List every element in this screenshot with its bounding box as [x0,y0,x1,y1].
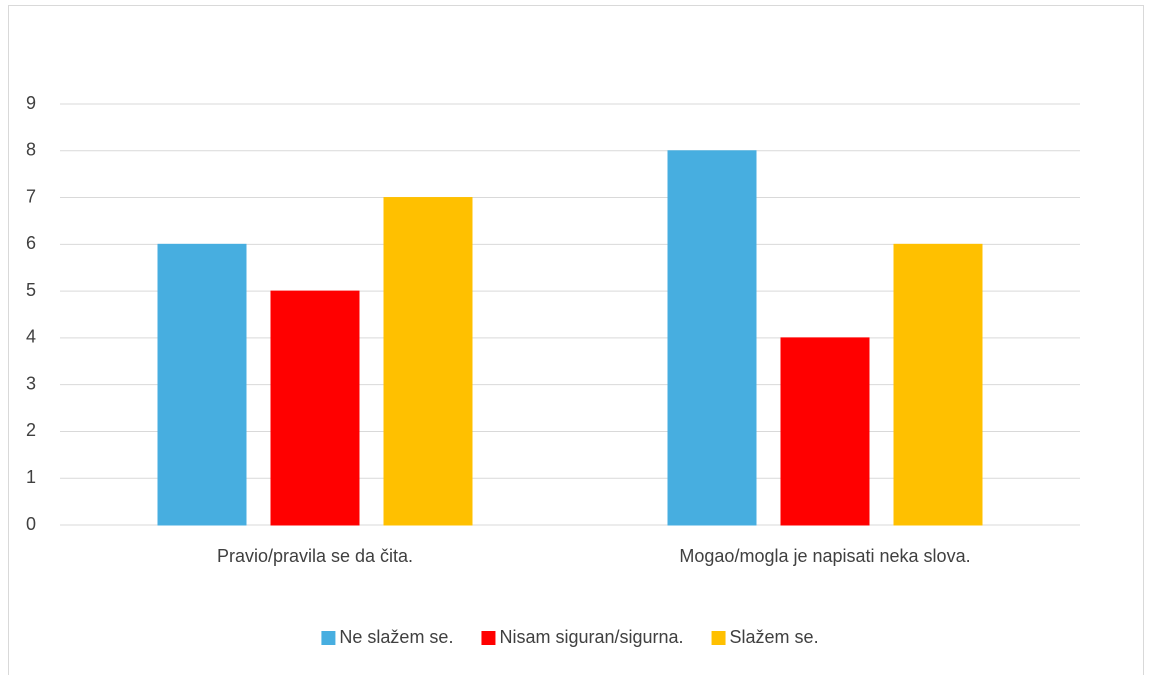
bar [667,150,757,526]
x-tick-label: Mogao/mogla je napisati neka slova. [679,546,970,566]
y-tick-label: 5 [26,280,36,300]
y-tick-label: 6 [26,233,36,253]
chart-frame [8,5,1144,675]
legend-swatch [711,631,726,645]
y-tick-label: 2 [26,420,36,440]
legend-label: Nisam siguran/sigurna. [499,627,683,647]
bar [383,197,473,526]
y-tick-label: 0 [26,514,36,534]
y-tick-label: 4 [26,327,36,347]
y-tick-label: 9 [26,93,36,113]
bar [893,243,983,526]
bar [157,243,247,526]
bar [780,337,870,526]
legend-label: Ne slažem se. [339,627,453,647]
y-tick-label: 3 [26,373,36,393]
legend-label: Slažem se. [730,627,819,647]
x-tick-label: Pravio/pravila se da čita. [217,546,413,566]
y-tick-label: 8 [26,140,36,160]
bar [270,290,360,526]
legend-swatch [481,631,496,645]
legend-swatch [321,631,336,645]
y-tick-label: 7 [26,186,36,206]
y-tick-label: 1 [26,467,36,487]
